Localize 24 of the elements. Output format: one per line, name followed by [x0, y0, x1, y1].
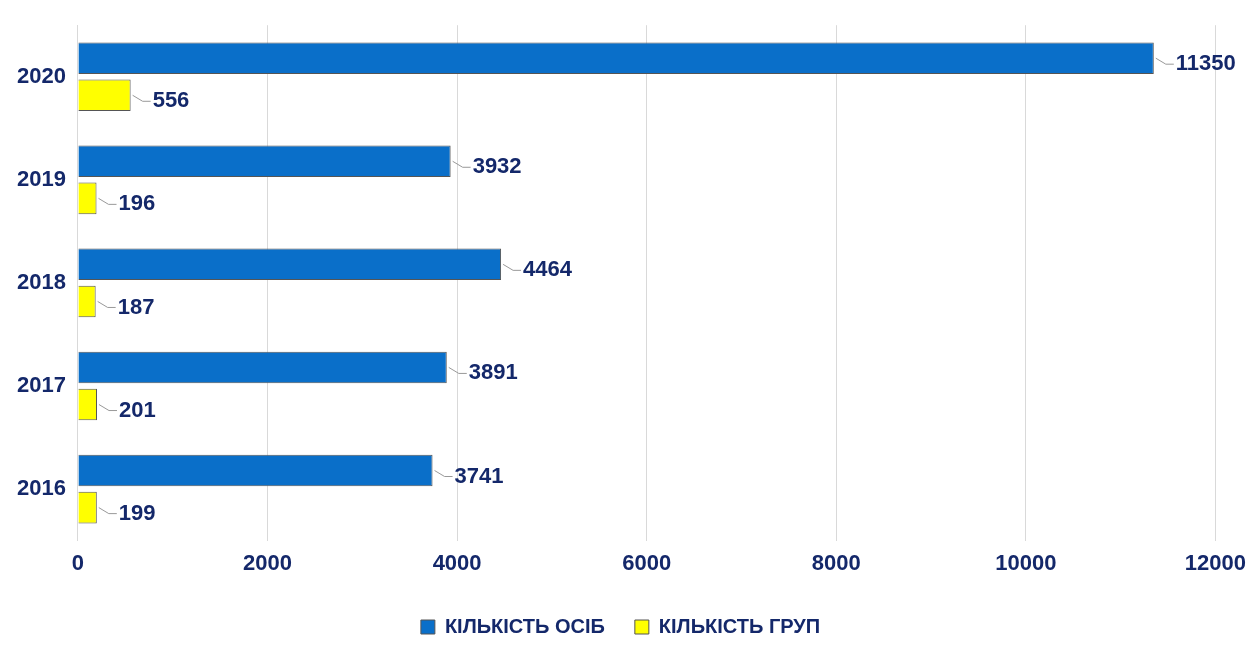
- y-tick-label: 2018: [16, 268, 66, 294]
- legend-label: КІЛЬКІСТЬ ОСІБ: [444, 614, 605, 637]
- data-label: 556: [152, 87, 190, 113]
- data-label: 199: [118, 499, 156, 525]
- data-label: 201: [118, 396, 156, 422]
- data-label: 187: [117, 293, 155, 319]
- x-tick-label: 10000: [995, 549, 1057, 575]
- x-tick-label: 4000: [432, 549, 482, 575]
- x-tick-label: 0: [71, 549, 85, 575]
- data-label: 4464: [523, 256, 573, 282]
- x-tick-label: 12000: [1184, 549, 1247, 575]
- x-tick-label: 6000: [622, 549, 672, 575]
- data-label: 3741: [454, 462, 504, 488]
- data-label: 3891: [468, 359, 518, 385]
- y-tick-label: 2019: [16, 165, 66, 191]
- data-label: 3932: [472, 153, 522, 179]
- x-tick-label: 8000: [811, 549, 861, 575]
- data-label: 196: [118, 190, 156, 216]
- y-tick-label: 2016: [16, 475, 66, 501]
- y-tick-label: 2020: [16, 62, 66, 88]
- x-tick-label: 2000: [243, 549, 292, 575]
- data-label: 11350: [1175, 50, 1236, 76]
- legend-label: КІЛЬКІСТЬ ГРУП: [658, 614, 821, 637]
- y-tick-label: 2017: [16, 372, 66, 398]
